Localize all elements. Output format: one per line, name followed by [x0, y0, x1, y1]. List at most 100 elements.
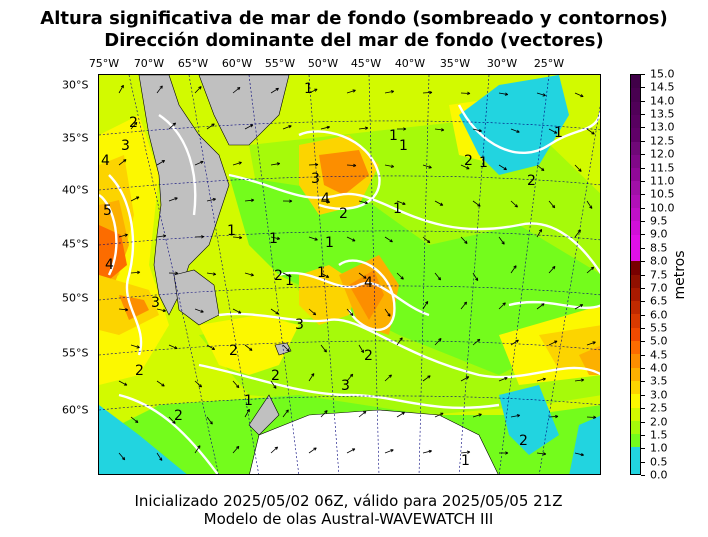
contour-label: 1: [399, 138, 408, 154]
direction-vector: [460, 164, 470, 170]
init-valid-time: Inicializado 2025/05/02 06Z, válido para…: [134, 492, 563, 510]
lat-label: 40°S: [62, 183, 89, 197]
colorbar-tick: [641, 354, 645, 356]
colorbar-tick: [641, 368, 645, 370]
lat-label: 30°S: [62, 78, 89, 92]
wave-height-map[interactable]: 1 1 1 1 1 1 1 1 1 1 1 1 1 2 2 2 2 2 2 2 …: [98, 74, 601, 475]
contour-label: 2: [364, 348, 373, 364]
direction-vector: [118, 380, 128, 386]
contour-label: 3: [121, 138, 130, 154]
direction-vector: [396, 272, 404, 280]
direction-vector: [118, 452, 126, 461]
direction-vector: [397, 127, 407, 131]
direction-vector: [396, 200, 406, 205]
colorbar-tick-label: 12.0: [650, 147, 675, 161]
direction-vector: [384, 236, 393, 243]
direction-vector: [168, 197, 178, 202]
direction-vector: [270, 446, 279, 454]
contour-line: [298, 130, 381, 210]
colorbar-tick: [641, 461, 645, 463]
contour-labels: 1 1 1 1 1 1 1 1 1 1 1 1 1 2 2 2 2 2 2 2 …: [101, 81, 563, 469]
swell-zone-west-4m: [119, 295, 149, 320]
contour-line: [108, 174, 143, 356]
colorbar-tick-label: 5.5: [650, 321, 668, 335]
direction-vector: [320, 344, 327, 353]
direction-vector: [548, 200, 556, 209]
colorbar-tick: [641, 247, 645, 249]
direction-vector: [384, 308, 391, 317]
contour-label: 3: [295, 317, 304, 333]
direction-vector: [422, 375, 431, 382]
direction-vector: [282, 409, 289, 418]
direction-vector: [422, 164, 432, 169]
direction-vector: [548, 340, 558, 346]
direction-vector: [308, 88, 318, 94]
lon-label: 50°W: [307, 57, 339, 70]
direction-vector: [536, 228, 543, 238]
colorbar-tick-label: 7.5: [650, 268, 668, 281]
lon-label: 60°W: [221, 57, 253, 70]
colorbar-tick: [641, 100, 645, 102]
direction-vector: [194, 86, 202, 94]
contour-label: 2: [519, 433, 528, 449]
direction-vector: [232, 445, 240, 454]
direction-vector: [460, 236, 468, 244]
direction-vector: [194, 445, 201, 454]
contour-label: 1: [393, 201, 402, 217]
direction-vector: [434, 412, 444, 418]
direction-vector: [244, 198, 255, 202]
contour-label: 4: [321, 191, 330, 207]
contour-line: [99, 194, 118, 276]
lon-label: 70°W: [133, 57, 165, 70]
colorbar-tick-label: 2.5: [650, 401, 668, 415]
contour-label: 1: [244, 393, 253, 409]
direction-vector: [498, 302, 506, 310]
direction-vector: [548, 414, 559, 419]
contour-label: 1: [554, 125, 563, 141]
lon-label: 75°W: [88, 57, 120, 70]
colorbar-tick-label: 0.0: [650, 468, 668, 482]
direction-vector: [499, 451, 509, 455]
contour-label: 1: [325, 235, 334, 251]
swell-direction-vectors: [118, 84, 597, 461]
grid-parallel: [99, 230, 600, 246]
colorbar-segment: [631, 327, 640, 342]
swell-zone-4-5m: [99, 225, 127, 280]
direction-vector: [194, 160, 204, 166]
direction-vector: [308, 447, 317, 454]
colorbar-tick-label: 4.0: [650, 361, 668, 375]
lon-label: 65°W: [177, 57, 209, 70]
contour-line: [118, 393, 220, 474]
colorbar-tick: [641, 221, 645, 223]
grid-meridian: [128, 75, 219, 474]
direction-vector: [194, 380, 203, 388]
direction-vector: [346, 448, 356, 454]
colorbar-tick: [641, 261, 645, 263]
direction-vector: [384, 164, 395, 168]
direction-vector: [130, 416, 139, 424]
contour-label: 5: [103, 203, 112, 219]
lat-label: 45°S: [62, 237, 89, 251]
colorbar-segment: [631, 407, 640, 421]
colorbar-segment: [631, 341, 640, 355]
contour-line: [198, 363, 500, 409]
direction-vector: [308, 162, 319, 167]
direction-vector: [346, 163, 357, 168]
colorbar-segment: [631, 314, 640, 328]
colorbar-tick-label: 1.5: [650, 428, 668, 442]
direction-vector: [118, 308, 129, 312]
direction-vector: [168, 122, 177, 130]
direction-vector: [586, 415, 597, 420]
colorbar-segment: [631, 208, 640, 222]
colorbar-tick-label: 15.0: [650, 67, 675, 81]
colorbar-tick-label: 3.0: [650, 388, 668, 402]
map-title: Altura significativa de mar de fondo (so…: [40, 8, 668, 29]
direction-vector: [156, 85, 163, 94]
colorbar-segment: [631, 247, 640, 262]
direction-vector: [206, 344, 216, 351]
direction-vector: [472, 413, 482, 418]
direction-vector: [270, 87, 279, 94]
direction-vector: [536, 92, 546, 97]
direction-vector: [346, 308, 354, 317]
model-name: Modelo de olas Austral-WAVEWATCH III: [203, 510, 494, 528]
